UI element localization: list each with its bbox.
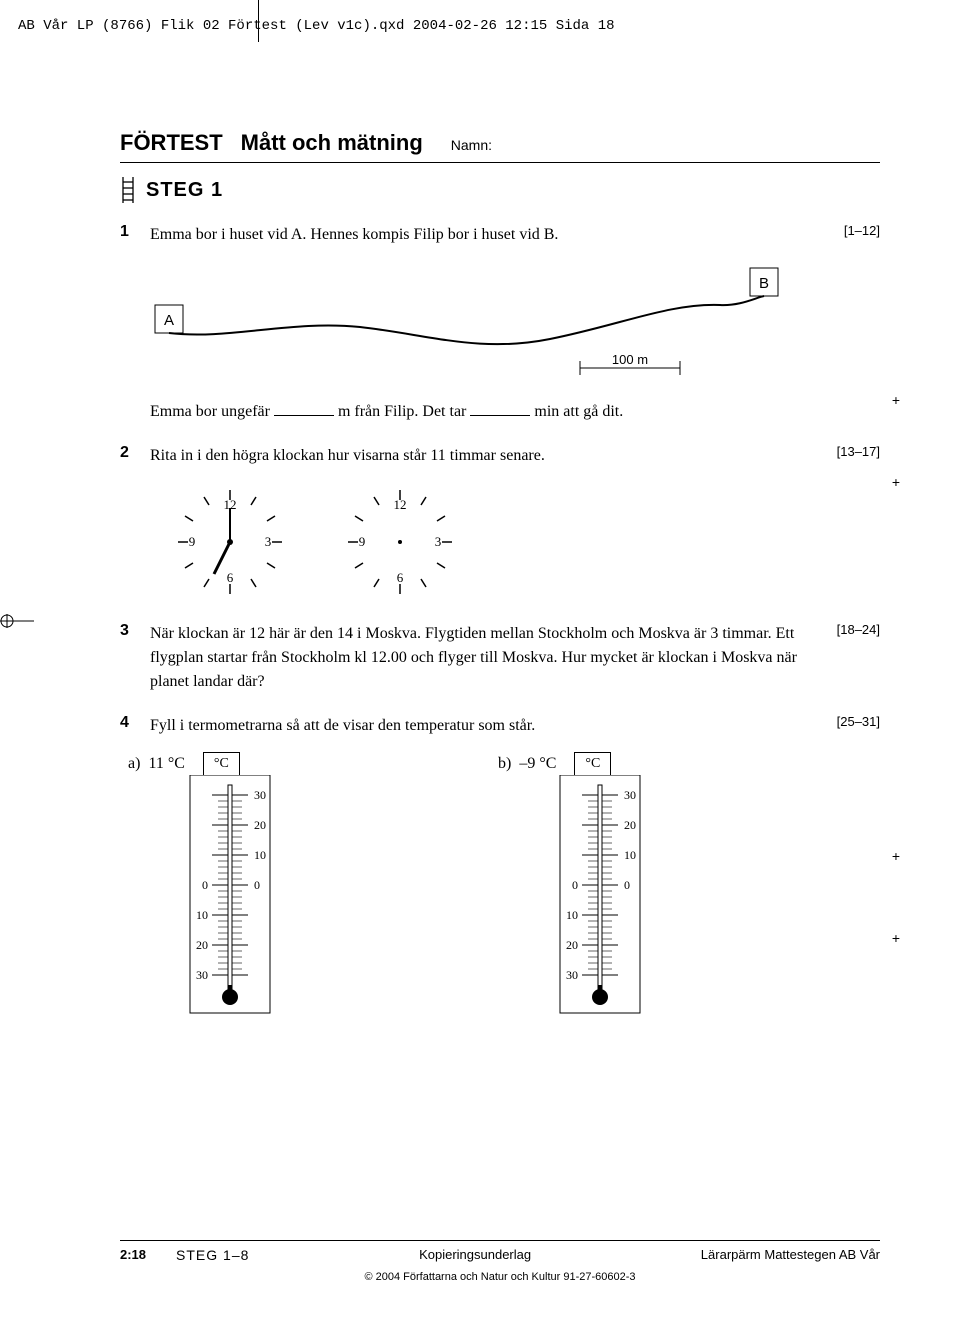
q2-ref: [13–17] (837, 444, 880, 459)
footer-mid: Kopieringsunderlag (279, 1247, 670, 1263)
svg-text:12: 12 (394, 497, 407, 512)
svg-text:30: 30 (254, 788, 266, 802)
svg-text:20: 20 (254, 818, 266, 832)
q4a-label: 11 °C (148, 755, 184, 773)
svg-text:30: 30 (566, 968, 578, 982)
svg-text:0: 0 (624, 878, 630, 892)
svg-text:3: 3 (265, 534, 272, 549)
svg-text:6: 6 (227, 570, 234, 585)
footer-copyright: © 2004 Författarna och Natur och Kultur … (120, 1271, 880, 1283)
crop-circle (0, 614, 34, 628)
svg-text:10: 10 (196, 908, 208, 922)
clock-left: 12 3 6 9 (170, 482, 290, 602)
footer-page: 2:18 (120, 1247, 146, 1263)
crop-plus: + (892, 392, 900, 408)
q3-number: 3 (120, 622, 138, 640)
svg-text:10: 10 (624, 848, 636, 862)
crop-mark (258, 0, 259, 42)
footer-steg: STEG 1–8 (176, 1247, 249, 1263)
q1-fill-b: m från Filip. Det tar (338, 403, 466, 420)
svg-text:20: 20 (196, 938, 208, 952)
svg-text:B: B (759, 275, 769, 292)
svg-text:A: A (164, 312, 174, 329)
q3-ref: [18–24] (837, 622, 880, 637)
q1-blank-2[interactable] (470, 402, 530, 416)
q1-blank-1[interactable] (274, 402, 334, 416)
clock-right[interactable]: 12 3 6 9 (340, 482, 460, 602)
svg-text:20: 20 (624, 818, 636, 832)
page-title-prefix: FÖRTEST (120, 130, 223, 156)
svg-text:10: 10 (566, 908, 578, 922)
svg-text:30: 30 (196, 968, 208, 982)
footer-right: Lärarpärm Mattestegen AB Vår (701, 1247, 880, 1263)
page-title-topic: Mått och mätning (241, 130, 423, 156)
thermometer-a[interactable]: 30 20 10 0 0 10 20 30 (150, 775, 300, 1035)
svg-text:30: 30 (624, 788, 636, 802)
svg-text:0: 0 (202, 878, 208, 892)
name-label: Namn: (451, 137, 492, 153)
q4a-part: a) (128, 755, 140, 773)
svg-text:0: 0 (254, 878, 260, 892)
q1-fill: Emma bor ungefär m från Filip. Det tar m… (150, 400, 880, 424)
q1-text: Emma bor i huset vid A. Hennes kompis Fi… (150, 223, 826, 247)
svg-text:9: 9 (189, 534, 196, 549)
q4-ref: [25–31] (837, 714, 880, 729)
q2-number: 2 (120, 444, 138, 462)
svg-text:0: 0 (572, 878, 578, 892)
svg-text:6: 6 (397, 570, 404, 585)
doc-header: AB Vår LP (8766) Flik 02 Förtest (Lev v1… (18, 18, 615, 34)
q4b-label: –9 °C (519, 755, 556, 773)
crop-plus: + (892, 848, 900, 864)
crop-plus: + (892, 930, 900, 946)
q1-number: 1 (120, 223, 138, 241)
thermometer-b[interactable]: 30 20 10 0 0 10 20 30 (520, 775, 670, 1035)
ladder-icon (120, 177, 136, 203)
q3-text: När klockan är 12 här är den 14 i Moskva… (150, 622, 819, 694)
svg-text:100 m: 100 m (612, 352, 648, 367)
q4-text: Fyll i termometrarna så att de visar den… (150, 714, 819, 738)
crop-plus: + (892, 474, 900, 490)
q2-text: Rita in i den högra klockan hur visarna … (150, 444, 819, 468)
q1-diagram: A B 100 m (150, 265, 880, 390)
q1-ref: [1–12] (844, 223, 880, 238)
q1-fill-c: min att gå dit. (534, 403, 623, 420)
q4-number: 4 (120, 714, 138, 732)
svg-text:3: 3 (435, 534, 442, 549)
q4a-unit: °C (203, 752, 240, 775)
q4b-unit: °C (574, 752, 611, 775)
steg-heading: STEG 1 (146, 179, 223, 202)
svg-text:10: 10 (254, 848, 266, 862)
q4b-part: b) (498, 755, 511, 773)
svg-text:9: 9 (359, 534, 366, 549)
q1-fill-a: Emma bor ungefär (150, 403, 270, 420)
svg-text:20: 20 (566, 938, 578, 952)
